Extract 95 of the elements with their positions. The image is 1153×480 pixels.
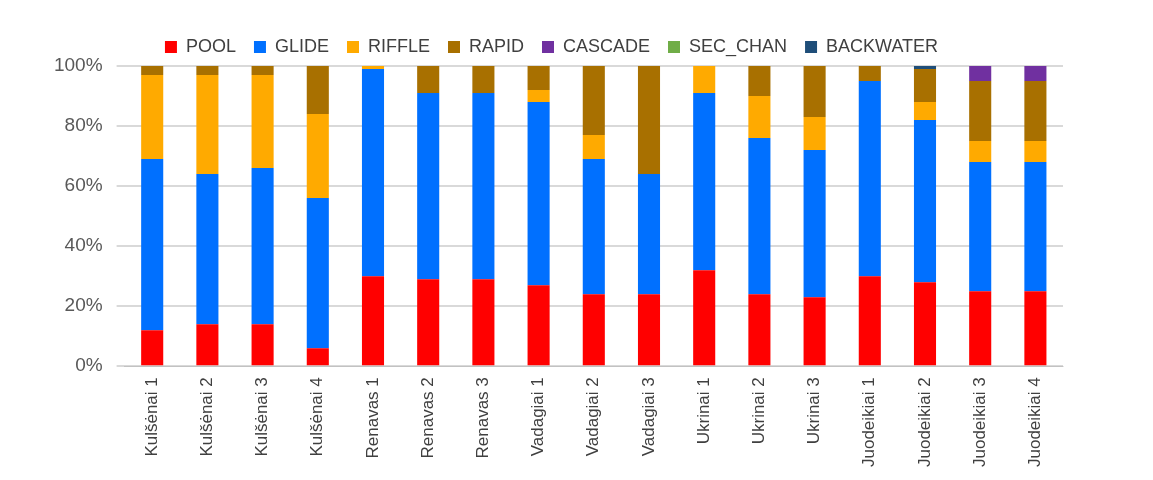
bar: [1024, 81, 1047, 142]
bar: [306, 348, 329, 366]
bar: [472, 66, 495, 94]
bar: [417, 279, 440, 366]
x-tick-label: Ukrinai 1: [693, 377, 713, 445]
x-tick-label: Kulšėnai 2: [197, 377, 217, 457]
bar: [969, 81, 992, 142]
x-tick-label: Vadagiai 3: [638, 377, 658, 457]
bar: [913, 120, 937, 283]
bar: [693, 93, 716, 271]
bar: [417, 93, 440, 280]
y-tick-label: 60%: [64, 174, 103, 196]
x-tick-label: Juodeikiai 1: [859, 377, 879, 467]
x-tick-label: Juodeikiai 3: [969, 377, 989, 467]
bar: [141, 75, 164, 160]
bar: [803, 117, 826, 151]
bar: [196, 66, 219, 76]
y-tick-label: 0%: [75, 354, 103, 376]
bar: [913, 282, 937, 366]
x-tick-label: Juodeikiai 4: [1025, 377, 1045, 467]
bar: [858, 81, 881, 277]
y-tick-label: 100%: [53, 54, 103, 76]
bar: [527, 90, 550, 103]
bar: [803, 66, 826, 118]
bar: [858, 66, 881, 82]
bar: [1024, 291, 1047, 366]
y-tick-label: 80%: [64, 114, 103, 136]
bar: [637, 66, 661, 175]
bar: [251, 75, 274, 169]
x-tick-label: Kulšėnai 1: [141, 377, 161, 457]
legend-label: GLIDE: [274, 35, 329, 56]
x-tick-label: Juodeikiai 2: [914, 377, 934, 467]
bar: [637, 174, 661, 295]
legend-label: POOL: [185, 35, 236, 56]
bar: [306, 114, 329, 199]
x-tick-label: Vadagiai 1: [528, 377, 548, 457]
bar: [141, 330, 164, 366]
bar: [803, 297, 826, 366]
bar: [251, 66, 274, 76]
bar: [582, 294, 605, 366]
bar: [251, 324, 274, 366]
bar: [361, 66, 385, 69]
legend-label: RIFFLE: [367, 35, 430, 56]
bar: [472, 279, 495, 366]
bar: [748, 66, 771, 97]
bar: [472, 93, 495, 280]
bar: [196, 75, 219, 175]
bar: [582, 135, 605, 160]
y-tick-label: 40%: [64, 234, 103, 256]
bar: [913, 102, 937, 121]
legend-label: BACKWATER: [826, 35, 939, 56]
bar: [582, 159, 605, 295]
bar: [306, 198, 329, 349]
legend-label: RAPID: [468, 35, 525, 56]
x-tick-label: Kulšėnai 3: [252, 377, 272, 457]
bar: [969, 141, 992, 163]
bar: [582, 66, 605, 136]
bar: [969, 66, 992, 82]
bar: [196, 174, 219, 325]
x-tick-label: Vadagiai 2: [583, 377, 603, 457]
x-tick-label: Kulšėnai 4: [307, 377, 327, 457]
bar: [1024, 162, 1047, 292]
bar: [251, 168, 274, 325]
bar: [1024, 141, 1047, 163]
bar: [417, 66, 440, 94]
bar: [693, 66, 716, 94]
bar: [196, 324, 219, 366]
bar: [1024, 66, 1047, 82]
x-tick-label: Ukrinai 3: [804, 377, 824, 445]
bar: [693, 270, 716, 366]
bar: [637, 294, 661, 366]
bar: [858, 276, 881, 366]
bar: [748, 96, 771, 139]
x-tick-label: Renavas 3: [473, 377, 493, 459]
bar: [361, 276, 385, 366]
bar: [969, 291, 992, 366]
bar: [527, 66, 550, 91]
x-tick-label: Renavas 1: [362, 377, 382, 459]
x-tick-label: Renavas 2: [417, 377, 437, 459]
bar: [969, 162, 992, 292]
bar: [748, 294, 771, 366]
bar: [361, 69, 385, 277]
bar: [527, 285, 550, 366]
x-tick-label: Ukrinai 2: [749, 377, 769, 445]
bar: [141, 66, 164, 76]
bar: [527, 102, 550, 286]
bar: [748, 138, 771, 295]
bar: [141, 159, 164, 331]
y-tick-label: 20%: [64, 294, 103, 316]
legend-label: SEC_CHAN: [689, 35, 788, 57]
bar: [306, 66, 329, 115]
legend-label: CASCADE: [563, 35, 651, 56]
bar: [803, 150, 826, 298]
bar: [913, 66, 937, 69]
bar: [913, 69, 937, 103]
